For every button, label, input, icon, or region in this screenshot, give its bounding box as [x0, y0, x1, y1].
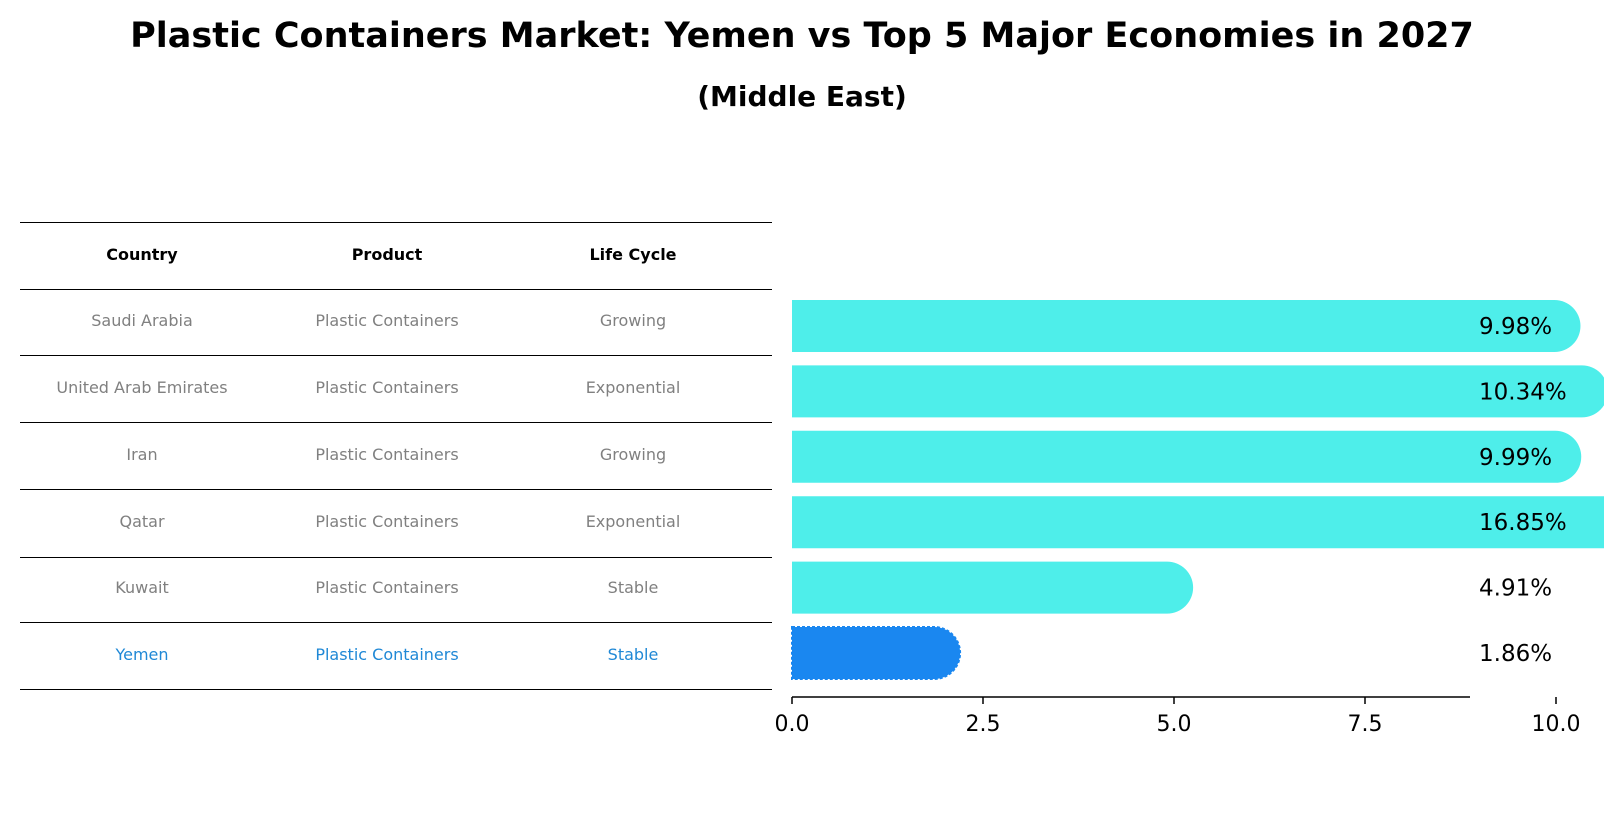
table-rule [20, 355, 772, 356]
bar [792, 365, 1604, 418]
chart-subtitle: (Middle East) [697, 80, 907, 113]
table-rule [20, 622, 772, 623]
x-tick-label: 2.5 [966, 712, 1001, 737]
header-life-cycle: Life Cycle [589, 245, 677, 264]
cell-country: Saudi Arabia [91, 311, 193, 330]
table-rule [20, 557, 772, 558]
cell-country: Qatar [119, 512, 165, 531]
x-tick-label: 5.0 [1157, 712, 1192, 737]
cell-product: Plastic Containers [315, 512, 459, 531]
cell-product: Plastic Containers [315, 578, 459, 597]
cell-product: Plastic Containers [315, 378, 459, 397]
x-tick-label: 7.5 [1348, 712, 1383, 737]
bar-value-label: 4.91% [1479, 576, 1552, 602]
cell-product: Plastic Containers [315, 311, 459, 330]
cell-country: United Arab Emirates [56, 378, 228, 397]
header-product: Product [351, 245, 423, 264]
bar [792, 300, 1581, 352]
table-rule [20, 689, 772, 690]
cell-life-cycle: Growing [599, 311, 667, 330]
bar [792, 561, 1194, 614]
cell-life-cycle: Exponential [585, 512, 681, 531]
header-country: Country [106, 245, 178, 264]
table-rule [20, 222, 772, 223]
bar-value-label: 9.99% [1479, 445, 1552, 471]
cell-product: Plastic Containers [315, 445, 459, 464]
cell-life-cycle: Exponential [585, 378, 681, 397]
cell-country: Iran [126, 445, 158, 464]
x-tick-label: 10.0 [1532, 712, 1581, 737]
table-rule [20, 289, 772, 290]
cell-life-cycle: Stable [607, 645, 659, 664]
cell-life-cycle: Stable [607, 578, 659, 597]
bar [792, 430, 1582, 483]
cell-country: Kuwait [115, 578, 169, 597]
cell-product: Plastic Containers [315, 645, 459, 664]
bar [791, 626, 962, 680]
bar-value-label: 1.86% [1479, 641, 1552, 667]
bar-value-label: 16.85% [1479, 510, 1567, 536]
chart-title: Plastic Containers Market: Yemen vs Top … [130, 16, 1474, 56]
x-tick-label: 0.0 [775, 712, 810, 737]
cell-country: Yemen [115, 645, 169, 664]
bar-value-label: 9.98% [1479, 314, 1552, 340]
table-rule [20, 489, 772, 490]
bar-value-label: 10.34% [1479, 379, 1567, 405]
bar [792, 496, 1604, 549]
table-rule [20, 422, 772, 423]
cell-life-cycle: Growing [599, 445, 667, 464]
